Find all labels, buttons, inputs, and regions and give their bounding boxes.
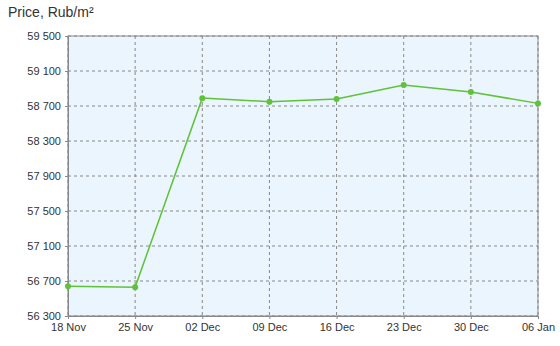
x-tick-label: 25 Nov bbox=[118, 321, 153, 333]
x-tick-label: 18 Nov bbox=[51, 321, 86, 333]
x-tick-label: 06 Jan bbox=[522, 321, 555, 333]
y-tick: 57 900 bbox=[27, 170, 68, 182]
x-axis-line bbox=[69, 317, 539, 320]
y-axis: 56 30056 70057 10057 50057 90058 30058 7… bbox=[27, 30, 68, 322]
chart: Price, Rub/m²56 30056 70057 10057 50057 … bbox=[0, 0, 560, 346]
y-tick: 59 100 bbox=[27, 65, 68, 77]
x-tick-label: 30 Dec bbox=[454, 321, 489, 333]
grid-line bbox=[269, 36, 270, 316]
y-tick: 57 100 bbox=[27, 240, 68, 252]
x-tick: 02 Dec bbox=[185, 316, 220, 333]
x-tick: 30 Dec bbox=[454, 316, 489, 333]
series-line bbox=[68, 85, 538, 287]
x-tick-label: 23 Dec bbox=[387, 321, 422, 333]
y-tick-label: 57 100 bbox=[27, 240, 61, 252]
series-point bbox=[132, 284, 138, 290]
grid-line bbox=[68, 141, 538, 142]
series-point bbox=[266, 99, 272, 105]
x-tick: 25 Nov bbox=[118, 316, 153, 333]
x-tick-label: 16 Dec bbox=[320, 321, 355, 333]
y-tick-label: 59 500 bbox=[27, 30, 61, 42]
grid bbox=[68, 36, 538, 316]
grid-line bbox=[202, 36, 203, 316]
y-tick: 57 500 bbox=[27, 205, 68, 217]
series-point bbox=[401, 82, 407, 88]
x-tick: 06 Jan bbox=[522, 316, 555, 333]
y-tick-label: 57 900 bbox=[27, 170, 61, 182]
y-tick-label: 57 500 bbox=[27, 205, 61, 217]
grid-line bbox=[68, 246, 538, 247]
grid-line bbox=[68, 281, 538, 282]
plot-frame bbox=[68, 36, 538, 316]
grid-line bbox=[68, 176, 538, 177]
series-point bbox=[65, 283, 71, 289]
y-tick: 59 500 bbox=[27, 30, 68, 42]
y-tick-label: 56 700 bbox=[27, 275, 61, 287]
x-axis: 18 Nov 25 Nov 02 Dec 09 Dec 16 Dec 23 Dec 30 D… bbox=[51, 316, 555, 333]
y-tick-label: 58 300 bbox=[27, 135, 61, 147]
x-tick-label: 09 Dec bbox=[252, 321, 287, 333]
x-tick-label: 02 Dec bbox=[185, 321, 220, 333]
series-point bbox=[535, 100, 541, 106]
plot-background bbox=[68, 36, 538, 316]
chart-title: Price, Rub/m² bbox=[8, 4, 94, 20]
y-tick-label: 58 700 bbox=[27, 100, 61, 112]
y-tick: 58 300 bbox=[27, 135, 68, 147]
plot: 56 30056 70057 10057 50057 90058 30058 7… bbox=[27, 30, 555, 333]
series-point bbox=[199, 95, 205, 101]
x-tick: 18 Nov bbox=[51, 316, 86, 333]
y-tick: 56 700 bbox=[27, 275, 68, 287]
x-tick: 09 Dec bbox=[252, 316, 287, 333]
grid-line bbox=[403, 36, 404, 316]
series-point bbox=[334, 96, 340, 102]
grid-line bbox=[68, 106, 538, 107]
grid-line bbox=[68, 71, 538, 72]
grid-line bbox=[336, 36, 337, 316]
grid-line bbox=[68, 211, 538, 212]
y-tick-label: 59 100 bbox=[27, 65, 61, 77]
x-tick: 23 Dec bbox=[387, 316, 422, 333]
grid-line bbox=[135, 36, 136, 316]
series-group bbox=[65, 82, 541, 290]
y-tick: 58 700 bbox=[27, 100, 68, 112]
grid-line bbox=[470, 36, 471, 316]
series-point bbox=[468, 89, 474, 95]
x-tick: 16 Dec bbox=[320, 316, 355, 333]
